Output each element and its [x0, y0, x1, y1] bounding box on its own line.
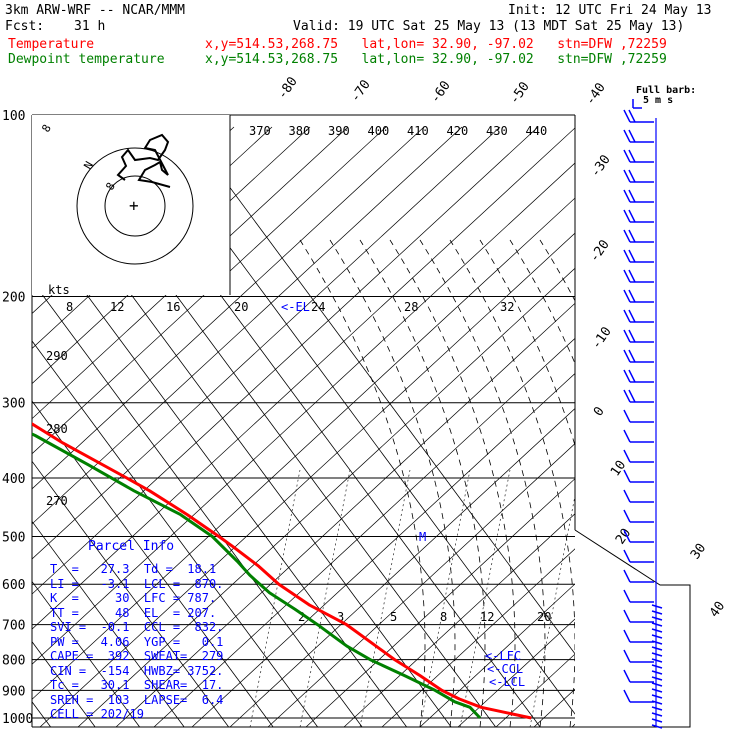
mixing-ratio-label: 20: [537, 610, 551, 624]
level-marker: <-LFC: [485, 649, 521, 663]
parcel-info-row: SREH = 103 LAPSE= 6.4: [50, 692, 224, 707]
hodograph-speed-label: 8: [66, 300, 73, 314]
parcel-info-row: T = 27.3 Td = 18.1: [50, 562, 217, 576]
theta-label: 420: [447, 124, 469, 138]
theta-label: 380: [289, 124, 311, 138]
skew-temp-label: -10: [589, 324, 615, 352]
pressure-label: 400: [2, 472, 25, 487]
hodograph-center-plus: +: [129, 196, 139, 215]
parcel-info-row: K = 30 LFC = 787.: [50, 591, 217, 605]
mixing-ratio-label: 8: [440, 610, 447, 624]
hodograph-speed-label: 20: [234, 300, 248, 314]
pressure-label: 900: [2, 684, 25, 699]
theta-e-label: 270: [46, 494, 68, 508]
mixing-ratio-label: 2: [298, 610, 305, 624]
parcel-info-row: PW = 4.06 YGP = 0.1: [50, 634, 224, 649]
temperature-legend-label: Temperature: [8, 37, 95, 52]
hodograph-units: kts: [48, 283, 70, 297]
skew-temp-label: -30: [588, 152, 614, 180]
skew-temp-label: -60: [428, 78, 454, 106]
theta-label: 370: [249, 124, 271, 138]
pressure-label: 1000: [2, 712, 33, 727]
theta-e-label: 280: [46, 422, 68, 436]
parcel-info-row: TT = 48 EL = 207.: [50, 605, 217, 620]
barb-legend-units: 5 m s: [643, 95, 673, 106]
parcel-info-row: LI = -3.1 LCL = 870.: [50, 576, 224, 591]
skew-temp-label: 20: [613, 526, 634, 547]
skew-temp-label: -50: [507, 79, 533, 107]
mixing-ratio-label: 5: [390, 610, 397, 624]
melting-level-marker: M: [419, 530, 426, 544]
skew-temp-label: 40: [707, 599, 728, 620]
skew-temp-label: -80: [275, 74, 301, 102]
pressure-label: 500: [2, 530, 25, 545]
pressure-label: 800: [2, 654, 25, 669]
skew-temp-label: -70: [348, 77, 374, 105]
theta-label: 400: [368, 124, 390, 138]
skew-temp-label: -20: [587, 237, 613, 265]
forecast-hour: 31 h: [74, 19, 106, 34]
theta-label: 440: [526, 124, 548, 138]
parcel-info-table: T = 27.3 Td = 18.1 LI = -3.1 LCL = 870. K …: [50, 562, 223, 722]
level-marker: <-CCL: [487, 662, 523, 676]
theta-label: 410: [407, 124, 429, 138]
mixing-ratio-label: 3: [337, 610, 344, 624]
mixing-ratio-label: 12: [480, 610, 494, 624]
pressure-label: 600: [2, 578, 25, 593]
barb-legend-label: Full barb:: [636, 85, 696, 96]
forecast-label: Fcst:: [5, 19, 45, 34]
theta-e-label: 290: [46, 349, 68, 363]
theta-label: 390: [328, 124, 350, 138]
model-title: 3km ARW-WRF -- NCAR/MMM: [5, 3, 186, 18]
theta-label: 430: [486, 124, 508, 138]
hodograph-speed-label: 32: [500, 300, 514, 314]
hodograph: + 8 N 8: [32, 115, 231, 295]
temperature-profile: [32, 422, 532, 720]
dewpoint-profile: [32, 432, 482, 720]
parcel-info-row: Tc = 30.1 SHEAR= 17.: [50, 678, 224, 692]
pressure-label: 700: [2, 619, 25, 634]
parcel-info-row: SVI = -0.1 CCL = 832.: [50, 620, 224, 634]
skew-temp-label: 0: [591, 404, 608, 419]
parcel-info-row: CELL = 202/19: [50, 707, 144, 721]
temperature-location-info: x,y=514.53,268.75 lat,lon= 32.90, -97.02…: [205, 37, 667, 52]
skew-temp-label: 10: [608, 458, 629, 479]
dewpoint-location-info: x,y=514.53,268.75 lat,lon= 32.90, -97.02…: [205, 52, 667, 67]
hodograph-speed-label: 28: [404, 300, 418, 314]
pressure-label: 100: [2, 109, 25, 124]
pressure-label: 200: [2, 291, 25, 306]
level-marker: <-LCL: [489, 675, 525, 689]
el-marker: <-EL: [281, 300, 310, 314]
skew-temp-label: -40: [583, 80, 609, 108]
parcel-info-row: CIN = -154 HWBZ= 3752.: [50, 663, 224, 678]
skew-temp-label: 30: [688, 541, 709, 562]
hodograph-speed-label: 12: [110, 300, 124, 314]
parcel-info-row: CAPE = 392 SWEAT= 279: [50, 649, 224, 663]
valid-time: Valid: 19 UTC Sat 25 May 13 (13 MDT Sat …: [293, 19, 685, 34]
init-time: Init: 12 UTC Fri 24 May 13: [508, 3, 712, 18]
parcel-info-title: Parcel Info: [88, 539, 175, 554]
pressure-label: 300: [2, 397, 25, 412]
hodograph-speed-label: 24: [311, 300, 325, 314]
hodograph-speed-label: 16: [166, 300, 180, 314]
dewpoint-legend-label: Dewpoint temperature: [8, 52, 165, 67]
